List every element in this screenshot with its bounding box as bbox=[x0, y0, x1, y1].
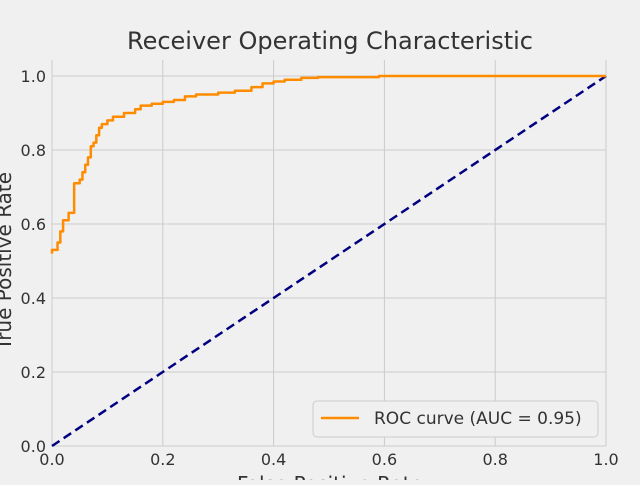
legend-label-roc: ROC curve (AUC = 0.95) bbox=[374, 409, 582, 429]
y-axis-label: True Positive Rate bbox=[0, 172, 16, 351]
y-tick-label-0: 0.0 bbox=[21, 437, 46, 456]
legend: ROC curve (AUC = 0.95) bbox=[312, 400, 599, 438]
y-tick-label-2: 0.4 bbox=[21, 289, 46, 308]
y-tick-label-3: 0.6 bbox=[21, 215, 46, 234]
roc-curve-line bbox=[50, 74, 606, 254]
y-tick-label-4: 0.8 bbox=[21, 141, 46, 160]
legend-box bbox=[312, 400, 599, 438]
x-tick-label-0: 0.0 bbox=[39, 450, 64, 469]
x-tick-label-1: 0.2 bbox=[150, 450, 175, 469]
grid-layer bbox=[51, 60, 607, 447]
x-tick-label-4: 0.8 bbox=[482, 450, 507, 469]
x-tick-label-3: 0.6 bbox=[372, 450, 397, 469]
y-tick-label-5: 1.0 bbox=[21, 67, 46, 86]
series-layer bbox=[50, 74, 607, 448]
x-tick-label-2: 0.4 bbox=[261, 450, 286, 469]
x-axis-label: False Positive Rate bbox=[237, 472, 423, 480]
chart-title: Receiver Operating Characteristic bbox=[127, 27, 533, 55]
y-tick-label-1: 0.2 bbox=[21, 363, 46, 382]
tick-layer: 0.0 0.2 0.4 0.6 0.8 1.0 0.0 0.2 0.4 0.6 0.8 1.0 bbox=[21, 67, 619, 469]
x-tick-label-5: 1.0 bbox=[593, 450, 618, 469]
